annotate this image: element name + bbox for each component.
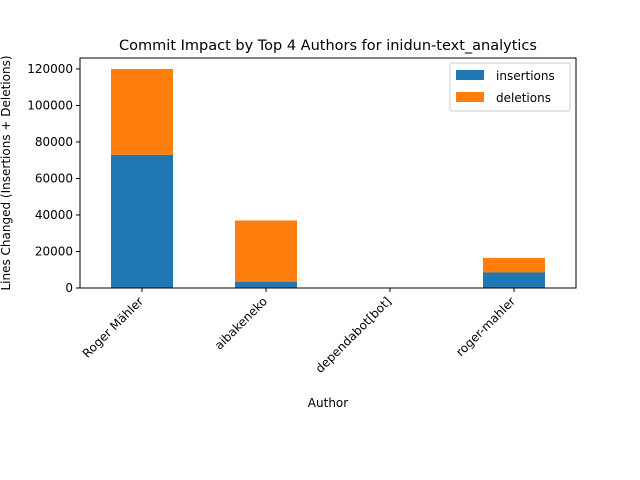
chart-title: Commit Impact by Top 4 Authors for inidu…: [119, 38, 537, 54]
y-tick-label: 120000: [27, 62, 73, 76]
y-tick-label: 80000: [35, 135, 73, 149]
bar-deletions-roger-m-hler: [111, 68, 173, 155]
plot-frame: [79, 57, 577, 289]
x-axis-label: Author: [308, 396, 348, 410]
legend: insertions deletions: [449, 62, 571, 112]
legend-swatch-deletions: [456, 92, 484, 102]
x-axis-ticks: Roger Mähler aibakeneko dependabot[bot] rog…: [80, 288, 518, 376]
legend-swatch-insertions: [456, 70, 484, 80]
y-tick-label: 40000: [35, 208, 73, 222]
x-tick-label: dependabot[bot]: [313, 294, 395, 376]
bar-insertions-roger-m-hler: [111, 154, 173, 288]
bars-layer: [111, 68, 545, 288]
y-tick-label: 100000: [27, 98, 73, 112]
bar-deletions-aibakeneko: [235, 220, 297, 282]
y-tick-label: 60000: [35, 171, 73, 185]
x-tick-label: Roger Mähler: [80, 294, 146, 360]
y-axis-label: Lines Changed (Insertions + Deletions): [0, 55, 13, 290]
legend-label-deletions: deletions: [496, 91, 551, 105]
bar-insertions-roger-mahler: [483, 272, 545, 288]
y-tick-label: 0: [65, 281, 73, 295]
bar-insertions-aibakeneko: [235, 281, 297, 288]
x-tick-label: aibakeneko: [212, 294, 270, 352]
bar-deletions-roger-mahler: [483, 257, 545, 273]
x-tick-label: roger-mahler: [453, 294, 518, 359]
y-tick-label: 20000: [35, 244, 73, 258]
legend-label-insertions: insertions: [496, 69, 555, 83]
y-axis-ticks: 0 20000 40000 60000 80000 100000 120000: [27, 62, 80, 295]
